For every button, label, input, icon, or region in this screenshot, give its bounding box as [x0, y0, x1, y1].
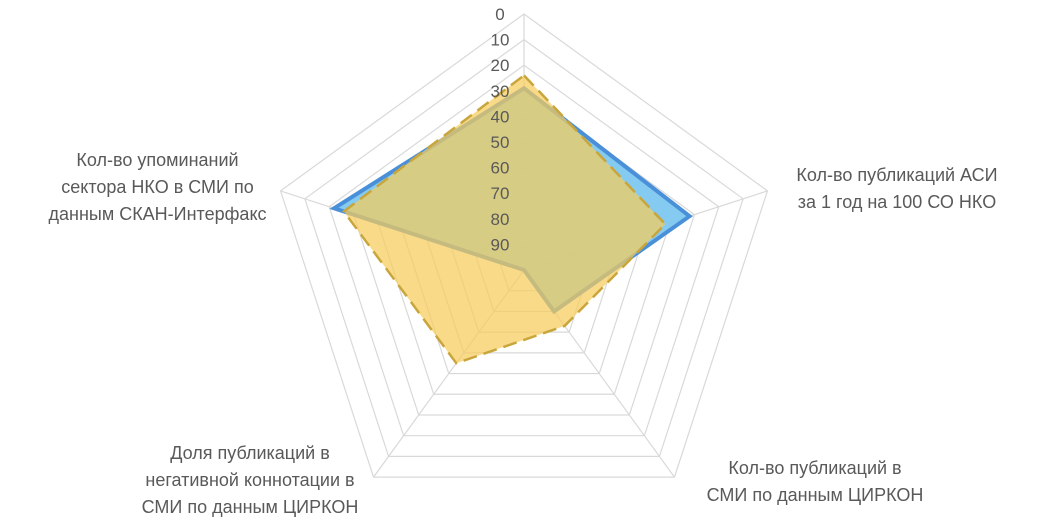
- radial-tick-labels: 0 10 20 30 40 50 60 70 80 90: [491, 5, 510, 254]
- radial-tick-label: 10: [491, 31, 510, 50]
- radar-series: [329, 73, 693, 365]
- radial-tick-label: 30: [491, 82, 510, 101]
- radial-tick-label: 40: [491, 107, 510, 126]
- category-label-line: Кол-во публикаций АСИ: [796, 165, 998, 185]
- category-label-line: Доля публикаций в: [170, 443, 330, 463]
- category-label-line: Кол-во публикаций в: [728, 458, 902, 478]
- category-label-line: сектора НКО в СМИ по: [61, 177, 254, 197]
- category-label-line: за 1 год на 100 СО НКО: [797, 192, 997, 212]
- category-label-line: негативной коннотации в: [145, 470, 355, 490]
- radial-tick-label: 20: [491, 56, 510, 75]
- grid-ring: [279, 13, 769, 478]
- category-label-negative-share: Доля публикаций в негативной коннотации …: [100, 440, 400, 521]
- radial-tick-label: 50: [491, 133, 510, 152]
- radial-tick-label: 0: [495, 5, 504, 24]
- radial-tick-label: 80: [491, 210, 510, 229]
- category-label-tsirkon-publications: Кол-во публикаций в СМИ по данным ЦИРКОН: [655, 455, 975, 509]
- category-label-scan-interfax-mentions: Кол-во упоминаний сектора НКО в СМИ по д…: [10, 147, 305, 228]
- category-label-line: СМИ по данным ЦИРКОН: [706, 485, 924, 505]
- series-2-area: [342, 73, 667, 365]
- category-label-line: данным СКАН-Интерфакс: [48, 204, 267, 224]
- radial-tick-label: 90: [491, 235, 510, 254]
- category-label-asi-publications: Кол-во публикаций АСИ за 1 год на 100 СО…: [757, 162, 1037, 216]
- grid-ring: [328, 64, 720, 437]
- category-label-line: Кол-во упоминаний: [76, 150, 239, 170]
- radial-tick-label: 70: [491, 184, 510, 203]
- radial-tick-label: 60: [491, 159, 510, 178]
- grid-ring: [304, 38, 744, 457]
- category-label-line: СМИ по данным ЦИРКОН: [141, 497, 359, 517]
